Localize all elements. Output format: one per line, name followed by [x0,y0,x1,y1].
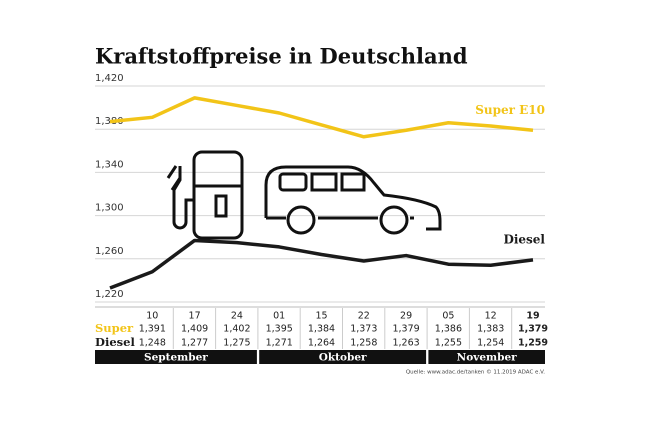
plot: 1,220 1,260 1,300 1,340 1,380 1,420 Super E10 D… [95,73,548,376]
value-cell: 1,391 [139,324,166,335]
month-label: September [144,352,208,364]
value-cell: 1,379 [518,324,548,335]
value-cell: 1,379 [392,324,419,335]
value-cell: 1,248 [139,338,166,349]
row-label: Super [95,321,134,335]
value-cell: 1,275 [223,338,250,349]
line-series [109,238,534,290]
value-cell: 1,263 [392,338,419,349]
y-tick-label: 1,300 [95,203,124,214]
month-label: Oktober [319,352,367,364]
row-label: Diesel [95,335,135,349]
value-cell: 1,271 [266,338,293,349]
source: Quelle: www.adac.de/tanken © 11.2019 ADA… [406,369,545,376]
illustration [166,150,442,240]
value-cell: 1,402 [223,324,250,335]
value-cell: 1,384 [308,324,335,335]
x-tick-label: 24 [231,311,243,322]
line-series [109,96,534,139]
chart-title: Kraftstoffpreise in Deutschland [95,44,468,69]
value-cell: 1,259 [518,338,548,349]
value-cell: 1,255 [435,338,462,349]
y-tick-label: 1,340 [95,159,124,170]
month-bar [428,350,545,364]
series-label: Super E10 [475,103,545,117]
series-label: Diesel [503,232,545,246]
month-bar [259,350,427,364]
x-tick-label: 17 [189,311,201,322]
y-tick-label: 1,380 [95,116,124,127]
x-tick-label: 01 [273,311,285,322]
value-cell: 1,264 [308,338,335,349]
month-label: November [457,352,518,364]
value-cell: 1,373 [350,324,377,335]
x-tick-label: 19 [526,311,539,322]
value-cell: 1,383 [477,324,504,335]
x-tick-label: 10 [146,311,158,322]
value-cell: 1,254 [477,338,504,349]
y-tick-label: 1,260 [95,246,124,257]
x-tick-label: 12 [485,311,497,322]
value-cell: 1,395 [266,324,293,335]
value-cell: 1,277 [181,338,208,349]
value-cell: 1,409 [181,324,208,335]
y-tick-label: 1,420 [95,73,124,84]
y-tick-label: 1,220 [95,289,124,300]
value-cell: 1,258 [350,338,377,349]
month-bar [95,350,257,364]
x-tick-label: 05 [442,311,454,322]
x-tick-label: 15 [315,311,327,322]
x-tick-label: 22 [358,311,370,322]
value-cell: 1,386 [435,324,462,335]
x-tick-label: 29 [400,311,412,322]
